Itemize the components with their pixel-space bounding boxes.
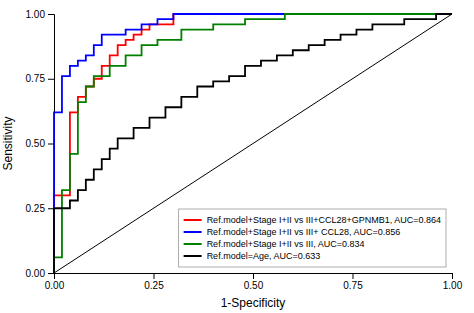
y-tick-mark bbox=[48, 273, 54, 274]
roc-curve bbox=[54, 14, 452, 273]
legend-label: Ref.model+Stage I+II vs III+CCL28+GPNMB1… bbox=[207, 215, 441, 225]
x-tick-label: 1.00 bbox=[443, 280, 463, 291]
legend-label: Ref.model+Stage I+II vs III+ CCL28, AUC=… bbox=[207, 227, 401, 237]
chart: 0.00 0.25 0.50 0.75 1.00 0.00 0.25 0.50 0.75 1.00… bbox=[0, 0, 474, 313]
y-tick-label: 0.00 bbox=[26, 268, 46, 279]
x-tick: 0.75 bbox=[343, 273, 363, 291]
x-axis: 0.00 0.25 0.50 0.75 1.00 bbox=[45, 273, 463, 291]
legend: Ref.model+Stage I+II vs III+CCL28+GPNMB1… bbox=[179, 209, 446, 267]
roc-curve bbox=[54, 14, 452, 273]
x-tick-label: 0.00 bbox=[45, 280, 65, 291]
x-tick-mark bbox=[253, 273, 254, 279]
y-tick-label: 1.00 bbox=[26, 9, 46, 20]
legend-swatch bbox=[184, 219, 202, 221]
x-tick-label: 0.25 bbox=[144, 280, 164, 291]
legend-swatch bbox=[184, 231, 202, 233]
reference-line bbox=[54, 14, 452, 273]
series-group bbox=[54, 14, 452, 273]
x-tick: 0.50 bbox=[244, 273, 264, 291]
legend-label: Ref.model+Stage I+II vs III, AUC=0.834 bbox=[207, 239, 365, 249]
x-tick-mark bbox=[452, 273, 453, 279]
legend-swatch bbox=[184, 255, 202, 257]
y-tick: 0.50 bbox=[26, 138, 54, 149]
y-tick-mark bbox=[48, 144, 54, 145]
y-tick: 0.75 bbox=[26, 73, 54, 84]
y-tick-mark bbox=[48, 14, 54, 15]
x-tick: 1.00 bbox=[443, 273, 463, 291]
x-tick-label: 0.75 bbox=[343, 280, 363, 291]
legend-swatch bbox=[184, 243, 202, 245]
x-tick: 0.25 bbox=[144, 273, 164, 291]
x-tick: 0.00 bbox=[45, 273, 65, 291]
y-tick-label: 0.50 bbox=[26, 138, 46, 149]
legend-label: Ref.model=Age, AUC=0.633 bbox=[207, 251, 321, 261]
roc-curve bbox=[54, 14, 452, 273]
x-axis-line bbox=[55, 274, 453, 280]
y-tick: 0.00 bbox=[26, 268, 54, 279]
y-tick-label: 0.75 bbox=[26, 73, 46, 84]
x-tick-label: 0.50 bbox=[244, 280, 264, 291]
y-tick-mark bbox=[48, 208, 54, 209]
y-axis-title: Sensitivity bbox=[1, 116, 15, 170]
y-tick: 1.00 bbox=[26, 9, 54, 20]
roc-curve bbox=[54, 14, 452, 273]
y-tick-mark bbox=[48, 79, 54, 80]
legend-box bbox=[179, 209, 446, 267]
y-axis: 0.00 0.25 0.50 0.75 1.00 bbox=[26, 9, 55, 279]
y-tick: 0.25 bbox=[26, 203, 54, 214]
x-tick-mark bbox=[154, 273, 155, 279]
x-axis-title: 1-Specificity bbox=[221, 296, 286, 310]
y-tick-label: 0.25 bbox=[26, 203, 46, 214]
x-tick-mark bbox=[353, 273, 354, 279]
plot: 0.00 0.25 0.50 0.75 1.00 0.00 0.25 0.50 0.75 1.00… bbox=[1, 9, 463, 310]
